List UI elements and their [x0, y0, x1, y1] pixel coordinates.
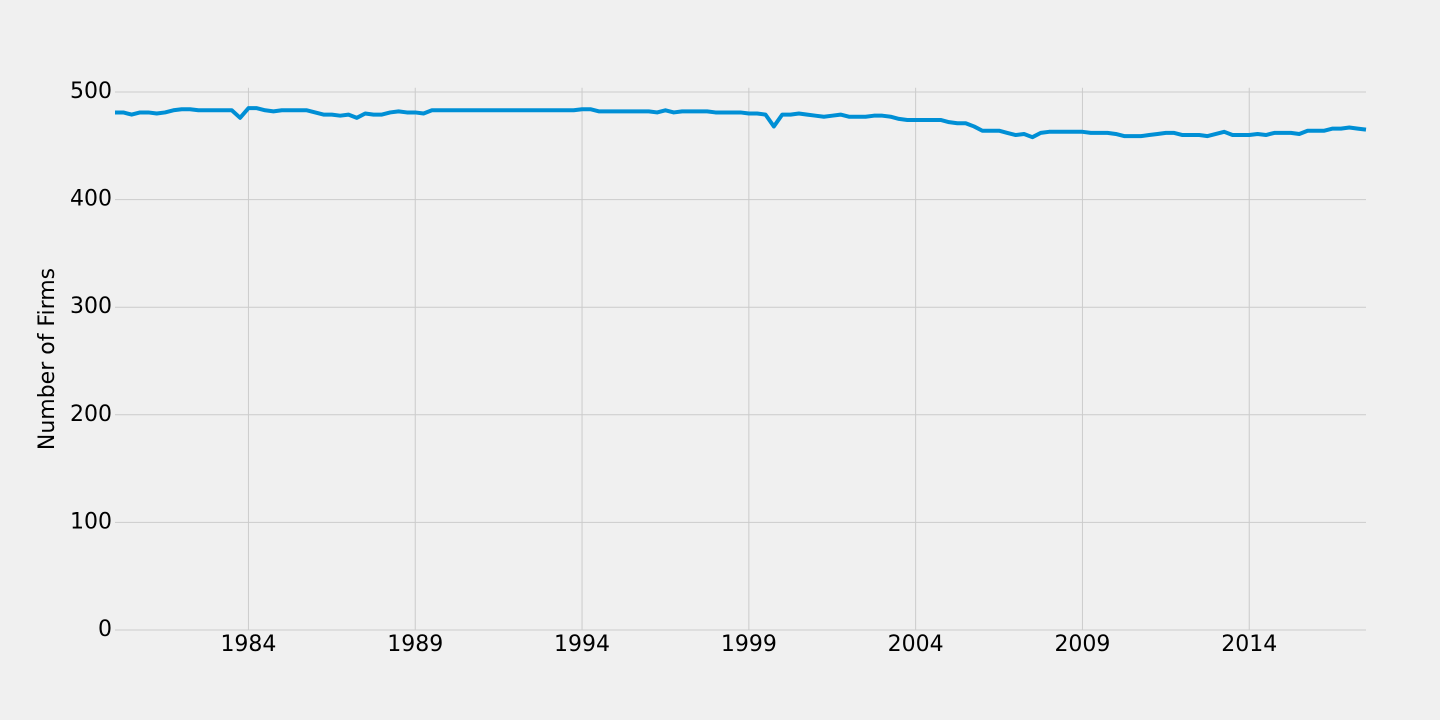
x-tick-label: 1994 [554, 632, 610, 657]
y-tick-label: 300 [70, 294, 112, 319]
x-tick-label: 2009 [1054, 632, 1110, 657]
data-line [115, 106, 1367, 140]
y-tick-label: 500 [70, 79, 112, 104]
y-tick-label: 100 [70, 509, 112, 534]
y-tick-label: 400 [70, 187, 112, 212]
x-tick-label: 1999 [721, 632, 777, 657]
x-tick-label: 1984 [220, 632, 276, 657]
x-tick-label: 2014 [1221, 632, 1277, 657]
y-tick-label: 200 [70, 402, 112, 427]
y-axis-label: Number of Firms [35, 268, 60, 450]
x-tick-label: 1989 [387, 632, 443, 657]
x-tick-label: 2004 [888, 632, 944, 657]
y-tick-label: 0 [98, 617, 112, 642]
